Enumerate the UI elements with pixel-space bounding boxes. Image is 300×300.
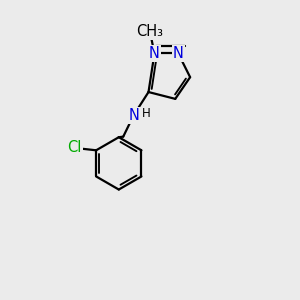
Text: N: N bbox=[129, 108, 140, 123]
Text: N: N bbox=[149, 46, 160, 61]
Text: CH₃: CH₃ bbox=[136, 24, 164, 39]
Text: N: N bbox=[173, 46, 184, 61]
Text: Cl: Cl bbox=[68, 140, 82, 155]
Text: H: H bbox=[142, 107, 151, 120]
